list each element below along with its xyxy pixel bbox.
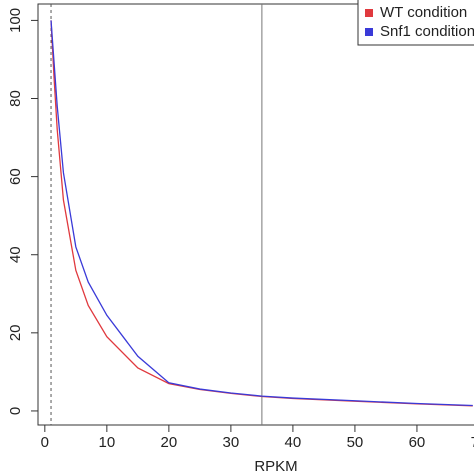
x-tick-label: 20 bbox=[161, 434, 178, 451]
x-tick-label: 30 bbox=[223, 434, 240, 451]
legend-box bbox=[357, 0, 474, 46]
x-tick-label: 40 bbox=[285, 434, 302, 451]
x-tick-label: 70 bbox=[471, 434, 474, 451]
legend-swatch bbox=[365, 9, 373, 17]
y-tick-label: 100 bbox=[7, 8, 24, 33]
x-tick-label: 60 bbox=[409, 434, 426, 451]
x-tick-label: 10 bbox=[98, 434, 115, 451]
legend-label: WT condition bbox=[380, 4, 467, 21]
y-tick-label: 80 bbox=[7, 90, 24, 107]
legend-label: Snf1 condition bbox=[380, 23, 474, 40]
y-tick-label: 0 bbox=[7, 407, 24, 415]
legend-swatch bbox=[365, 28, 373, 36]
data-line bbox=[50, 20, 473, 407]
y-tick-label: 40 bbox=[7, 246, 24, 263]
x-tick-label: 0 bbox=[41, 434, 49, 451]
y-tick-label: 60 bbox=[7, 168, 24, 185]
plot-frame bbox=[37, 3, 474, 426]
y-tick-label: 20 bbox=[7, 324, 24, 341]
x-tick-label: 50 bbox=[347, 434, 364, 451]
x-axis-label: RPKM bbox=[254, 458, 297, 474]
